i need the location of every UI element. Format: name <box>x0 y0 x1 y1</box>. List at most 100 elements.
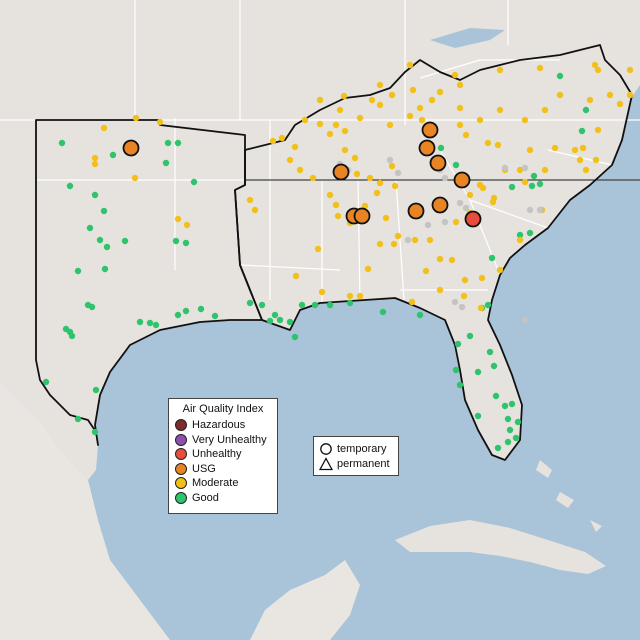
station-marker[interactable] <box>291 143 299 151</box>
station-marker[interactable] <box>416 311 424 319</box>
station-marker[interactable] <box>496 66 504 74</box>
station-marker[interactable] <box>291 333 299 341</box>
station-marker[interactable] <box>132 114 140 122</box>
station-marker[interactable] <box>594 66 602 74</box>
station-marker[interactable] <box>131 174 139 182</box>
station-marker[interactable] <box>474 412 482 420</box>
station-marker[interactable] <box>390 240 398 248</box>
station-marker[interactable] <box>426 236 434 244</box>
station-marker[interactable] <box>484 301 492 309</box>
station-marker[interactable] <box>341 127 349 135</box>
station-marker-large[interactable] <box>453 171 471 189</box>
station-marker[interactable] <box>314 245 322 253</box>
station-marker[interactable] <box>586 96 594 104</box>
station-marker[interactable] <box>296 166 304 174</box>
station-marker[interactable] <box>278 134 286 142</box>
station-marker[interactable] <box>408 298 416 306</box>
station-marker[interactable] <box>326 301 334 309</box>
station-marker[interactable] <box>174 139 182 147</box>
station-marker[interactable] <box>476 116 484 124</box>
station-marker-large[interactable] <box>122 139 140 157</box>
station-marker[interactable] <box>162 159 170 167</box>
station-marker[interactable] <box>394 169 402 177</box>
station-marker[interactable] <box>416 104 424 112</box>
station-marker[interactable] <box>571 146 579 154</box>
station-marker[interactable] <box>332 201 340 209</box>
station-marker[interactable] <box>341 146 349 154</box>
station-marker[interactable] <box>361 202 369 210</box>
station-marker[interactable] <box>506 426 514 434</box>
station-marker[interactable] <box>258 301 266 309</box>
station-marker[interactable] <box>406 61 414 69</box>
station-marker[interactable] <box>388 91 396 99</box>
station-marker[interactable] <box>182 239 190 247</box>
station-marker[interactable] <box>101 265 109 273</box>
station-marker[interactable] <box>591 61 599 69</box>
station-marker[interactable] <box>368 96 376 104</box>
station-marker[interactable] <box>516 231 524 239</box>
station-marker[interactable] <box>364 265 372 273</box>
station-marker[interactable] <box>486 348 494 356</box>
station-marker[interactable] <box>156 118 164 126</box>
station-marker[interactable] <box>269 137 277 145</box>
station-marker[interactable] <box>334 212 342 220</box>
station-marker[interactable] <box>146 319 154 327</box>
station-marker[interactable] <box>526 206 534 214</box>
station-marker[interactable] <box>286 318 294 326</box>
station-marker[interactable] <box>452 161 460 169</box>
station-marker[interactable] <box>424 221 432 229</box>
station-marker[interactable] <box>318 288 326 296</box>
station-marker[interactable] <box>448 256 456 264</box>
station-marker[interactable] <box>530 172 538 180</box>
station-marker[interactable] <box>606 91 614 99</box>
station-marker[interactable] <box>582 166 590 174</box>
station-marker[interactable] <box>436 88 444 96</box>
station-marker[interactable] <box>309 174 317 182</box>
station-marker-large[interactable] <box>418 139 436 157</box>
station-marker[interactable] <box>428 96 436 104</box>
station-marker[interactable] <box>42 378 50 386</box>
station-marker[interactable] <box>183 221 191 229</box>
station-marker[interactable] <box>376 81 384 89</box>
station-marker[interactable] <box>521 164 529 172</box>
station-marker[interactable] <box>391 182 399 190</box>
station-marker[interactable] <box>466 191 474 199</box>
station-marker[interactable] <box>504 415 512 423</box>
station-marker[interactable] <box>456 199 464 207</box>
station-marker[interactable] <box>366 174 374 182</box>
station-marker[interactable] <box>452 366 460 374</box>
station-marker[interactable] <box>594 126 602 134</box>
station-marker[interactable] <box>551 144 559 152</box>
station-marker[interactable] <box>461 276 469 284</box>
station-marker[interactable] <box>276 316 284 324</box>
station-marker-large[interactable] <box>421 121 439 139</box>
station-marker[interactable] <box>422 267 430 275</box>
station-marker[interactable] <box>301 116 309 124</box>
station-marker[interactable] <box>292 272 300 280</box>
station-marker[interactable] <box>489 198 497 206</box>
station-marker[interactable] <box>501 402 509 410</box>
station-marker[interactable] <box>454 340 462 348</box>
station-marker-large[interactable] <box>429 154 447 172</box>
station-marker[interactable] <box>100 207 108 215</box>
station-marker[interactable] <box>376 240 384 248</box>
station-marker[interactable] <box>508 400 516 408</box>
station-marker[interactable] <box>190 178 198 186</box>
station-marker[interactable] <box>460 292 468 300</box>
station-marker[interactable] <box>504 438 512 446</box>
station-marker[interactable] <box>541 166 549 174</box>
station-marker[interactable] <box>58 139 66 147</box>
station-marker[interactable] <box>182 307 190 315</box>
station-marker[interactable] <box>441 174 449 182</box>
station-marker[interactable] <box>356 114 364 122</box>
station-marker[interactable] <box>479 184 487 192</box>
station-marker[interactable] <box>579 144 587 152</box>
station-marker[interactable] <box>494 141 502 149</box>
station-marker[interactable] <box>626 66 634 74</box>
station-marker[interactable] <box>121 237 129 245</box>
station-marker[interactable] <box>100 124 108 132</box>
station-marker[interactable] <box>266 317 274 325</box>
station-marker[interactable] <box>91 428 99 436</box>
station-marker[interactable] <box>251 206 259 214</box>
station-marker[interactable] <box>246 299 254 307</box>
